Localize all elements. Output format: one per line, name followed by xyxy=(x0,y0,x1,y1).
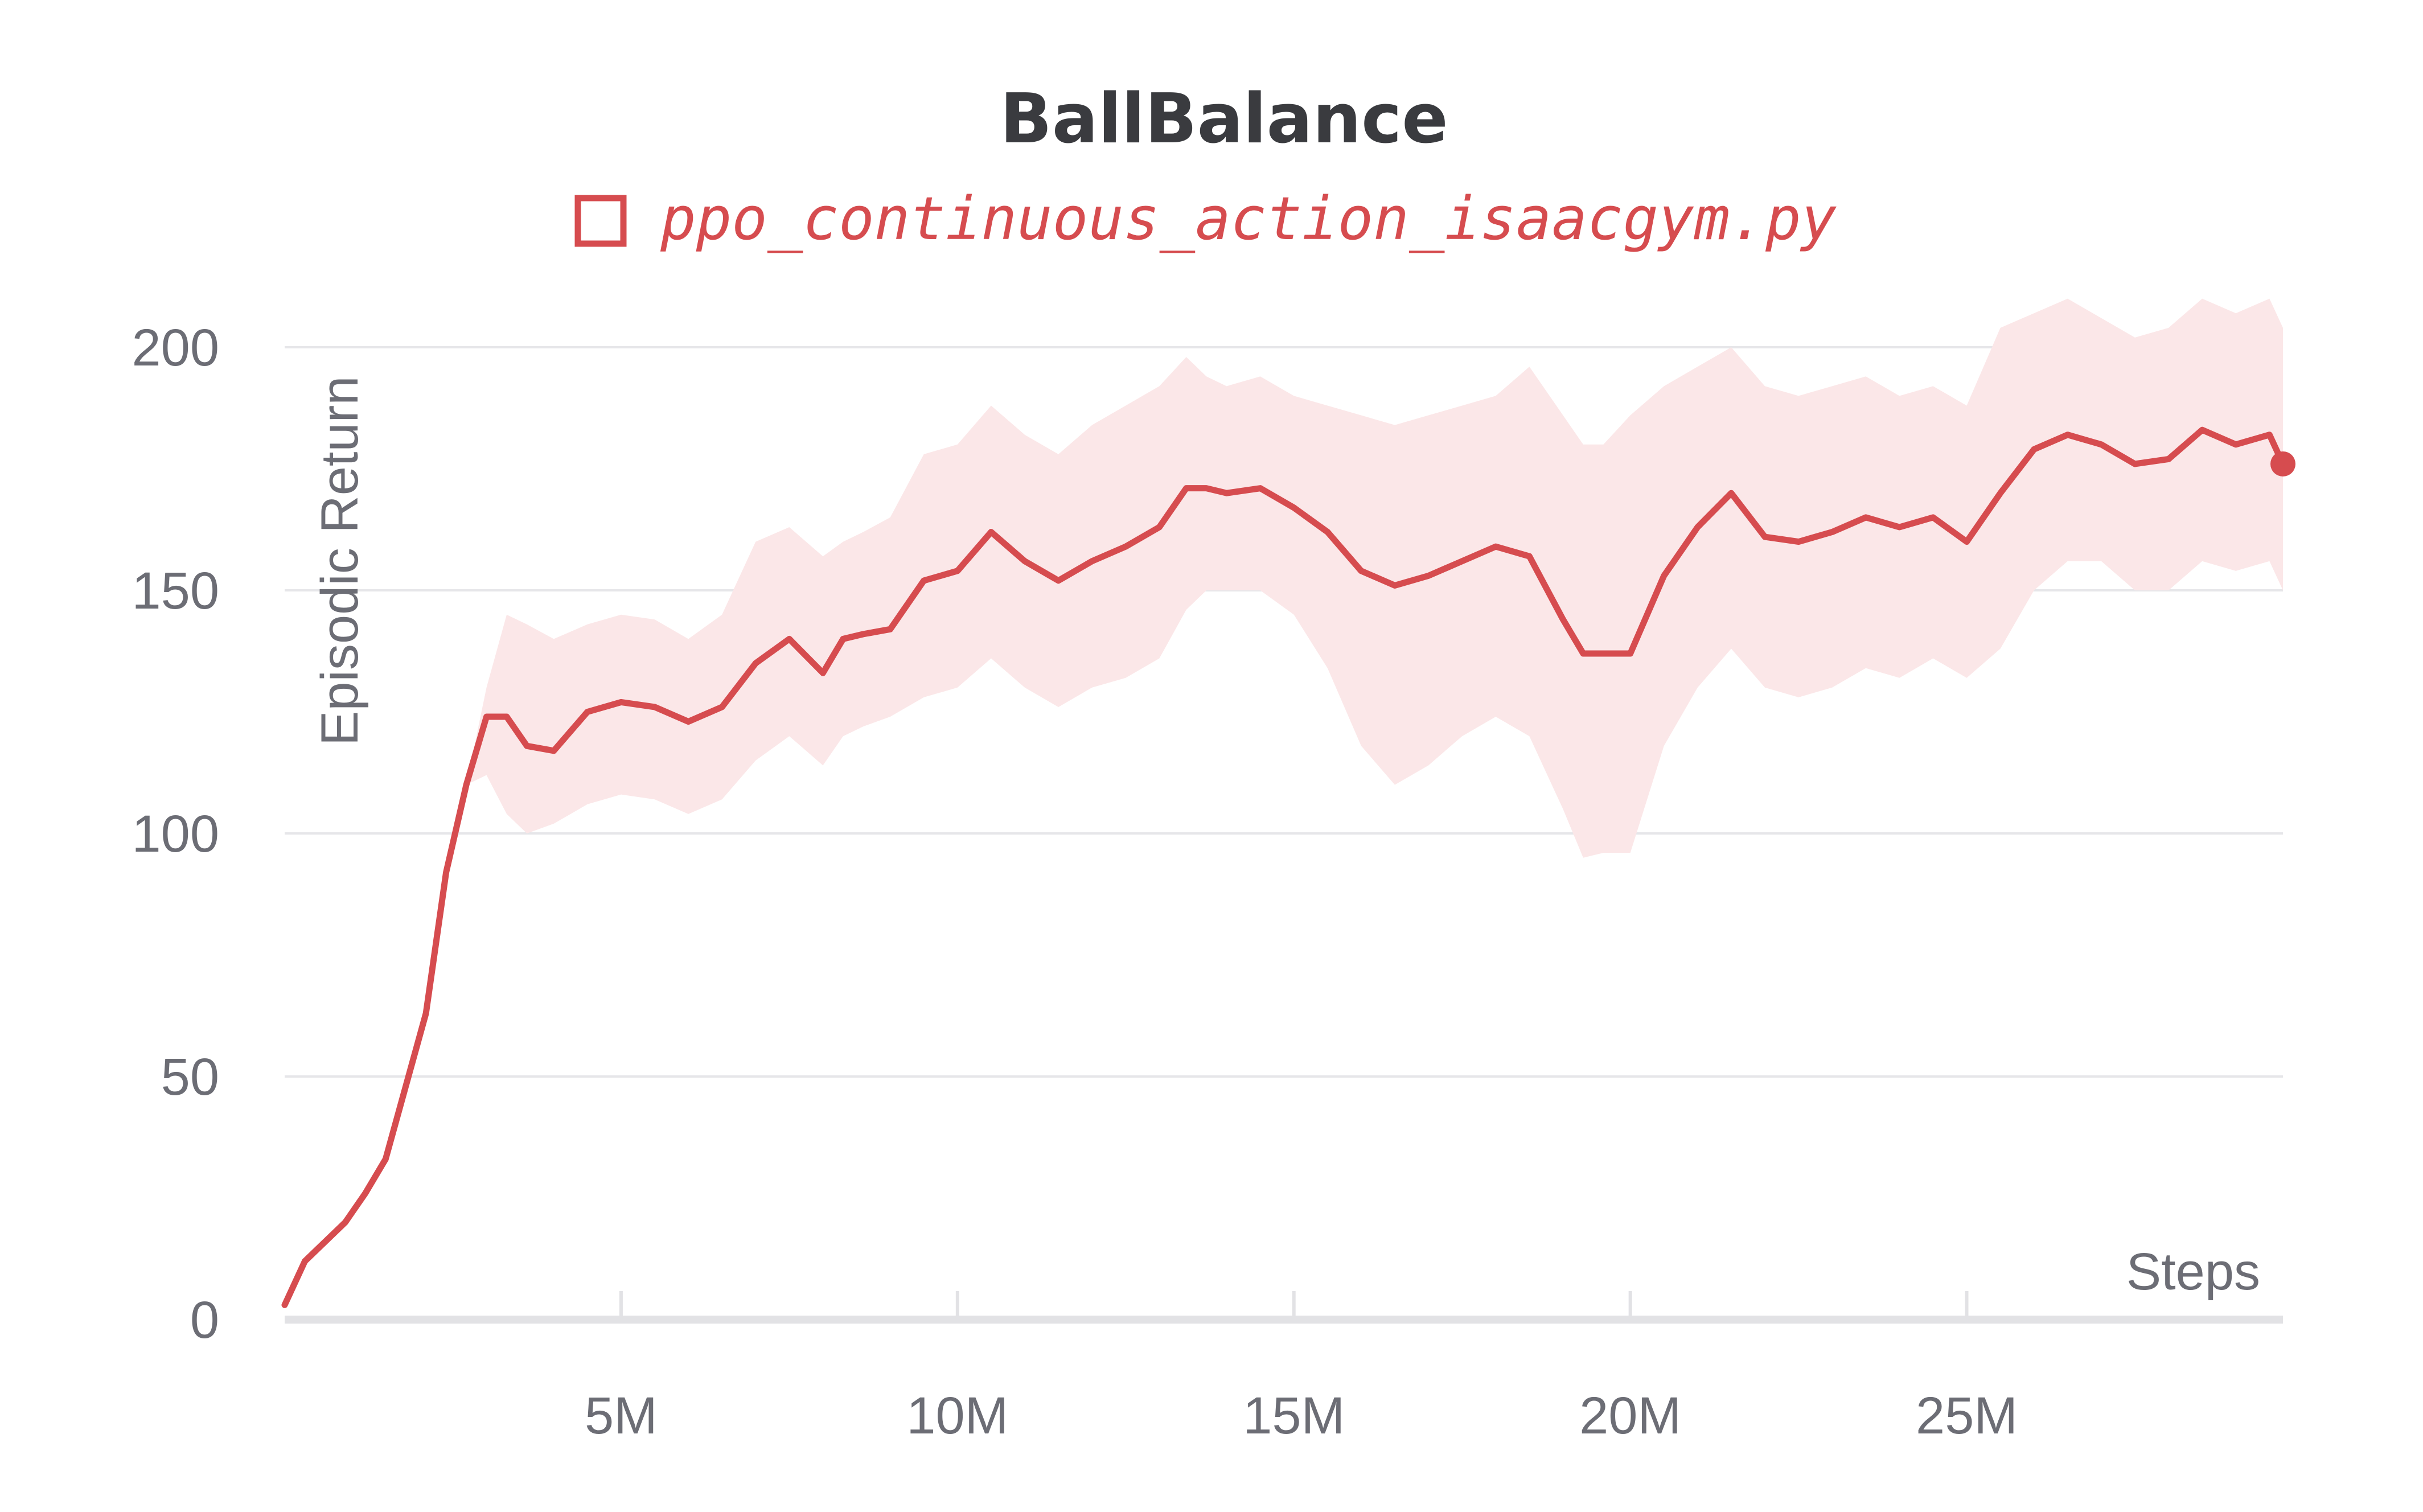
x-tick-label: 20M xyxy=(1579,1387,1681,1445)
y-tick-label: 100 xyxy=(132,805,220,863)
legend-entry-label[interactable]: ppo_continuous_action_isaacgym.py xyxy=(660,184,1837,253)
y-tick-label: 0 xyxy=(190,1291,219,1349)
x-tick-label: 5M xyxy=(585,1387,658,1445)
series-line[interactable] xyxy=(281,426,2286,1308)
chart-header: BallBalance ppo_continuous_action_isaacg… xyxy=(574,80,1837,253)
y-axis-label: Episodic Return xyxy=(311,376,369,746)
x-axis-label: Steps xyxy=(2126,1243,2260,1301)
chart-title: BallBalance xyxy=(1000,80,1448,159)
x-tick-label: 25M xyxy=(1916,1387,2018,1445)
y-tick-label: 50 xyxy=(161,1048,219,1106)
y-axis: 0 50 100 150 200 xyxy=(132,319,220,1349)
y-tick-label: 200 xyxy=(132,319,220,377)
y-tick-label: 150 xyxy=(132,562,220,620)
series-end-point[interactable] xyxy=(2270,451,2295,476)
legend[interactable]: ppo_continuous_action_isaacgym.py xyxy=(574,184,1837,253)
plot-area xyxy=(281,298,2295,1308)
x-tick-label: 10M xyxy=(906,1387,1008,1445)
x-tick-label: 15M xyxy=(1243,1387,1345,1445)
series-confidence-band xyxy=(285,298,2283,1305)
x-axis: 5M 10M 15M 20M 25M xyxy=(285,1291,2283,1445)
legend-swatch-icon[interactable] xyxy=(574,195,627,247)
